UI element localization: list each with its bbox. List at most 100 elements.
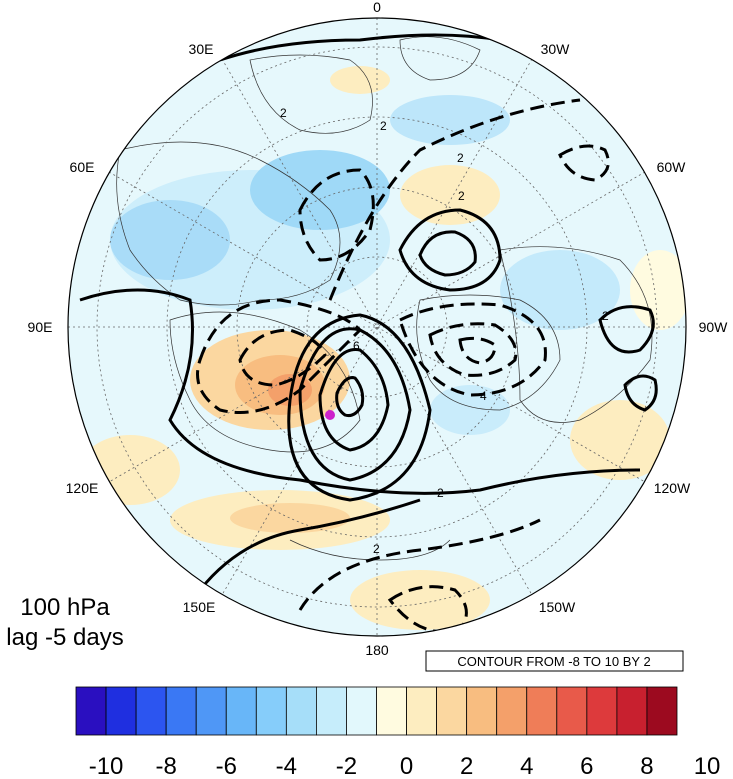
shading-patch: [500, 250, 620, 330]
contour-negative: [558, 144, 610, 182]
contour-info-box: [425, 650, 684, 672]
lon-label-120e: 120E: [66, 480, 99, 496]
contour-negative: [298, 168, 375, 262]
colorbar-swatch: [436, 686, 468, 736]
lon-label-120w: 120W: [654, 480, 691, 496]
lon-label-150e: 150E: [183, 599, 216, 615]
latitude-circle: [236, 186, 518, 468]
colorbar-tick-labels: -10 -8 -6 -4 -2 0 2 4 6 8 10: [89, 753, 721, 779]
colorbar-swatch: [496, 686, 528, 736]
lon-label-30w: 30W: [541, 41, 571, 57]
coastline-north-america: [499, 246, 653, 423]
colorbar-tick-label: -6: [216, 753, 237, 779]
colorbar-swatch: [315, 686, 347, 736]
graticule: [68, 18, 686, 636]
colorbar-tick-label: 8: [640, 753, 653, 779]
coastline-siberia: [169, 311, 361, 453]
colorbar-swatch: [195, 686, 227, 736]
level-caption: 100 hPa: [20, 594, 110, 621]
colorbar-tick-label: -8: [155, 753, 176, 779]
contour-positive: [598, 305, 655, 354]
contour-negative: [238, 328, 327, 387]
contour-negative: [196, 298, 363, 414]
contour-negative: [428, 322, 518, 377]
lon-label-90w: 90W: [699, 319, 729, 335]
colorbar-tick-label: -10: [89, 753, 124, 779]
contour-label: 2: [602, 309, 609, 323]
contour-positive: [418, 230, 477, 277]
contour-label: 2: [373, 542, 380, 556]
colorbar-swatch: [135, 686, 167, 736]
colorbar-swatch: [165, 686, 197, 736]
contour-label: 2: [380, 119, 387, 133]
colorbar-tick-label: -2: [336, 753, 357, 779]
colorbar-swatch: [586, 686, 618, 736]
contour-positive: [318, 348, 390, 452]
shading-patch: [570, 400, 670, 480]
meridian-30e-150w: [221, 58, 533, 596]
lon-label-30e: 30E: [189, 41, 214, 57]
contour-positive: [298, 327, 412, 482]
colorbar-swatch: [616, 686, 648, 736]
meridian-60e-120w: [108, 171, 646, 483]
coastlines: [116, 36, 653, 561]
contour-label: 2: [280, 106, 287, 120]
colorbar-swatch: [75, 686, 107, 736]
colorbar-swatch: [285, 686, 317, 736]
contour-lines: [79, 33, 658, 591]
latitude-circle: [166, 116, 588, 538]
colorbar-swatch: [225, 686, 257, 736]
contour-label-group: 2 2 2 4 6 2 2 2 2: [280, 106, 609, 556]
shading-patch: [330, 66, 390, 94]
colorbar-swatch: [466, 686, 498, 736]
meridian-30w-150e: [221, 58, 533, 596]
meridian-60w-120e: [108, 171, 646, 483]
contour-label: 2: [437, 486, 444, 500]
contour-info-text: CONTOUR FROM -8 TO 10 BY 2: [457, 654, 650, 669]
contour-negative: [387, 585, 468, 634]
contour-label: 4: [480, 389, 487, 403]
location-marker: [325, 410, 335, 420]
lag-caption: lag -5 days: [6, 624, 123, 651]
colorbar-swatch: [406, 686, 437, 736]
colorbar-swatch: [255, 686, 287, 736]
colorbar-swatch: [646, 686, 678, 736]
shading-patch: [110, 200, 230, 280]
colorbar-tick-label: 4: [520, 753, 533, 779]
shading-patch: [430, 385, 510, 435]
contour-label: 2: [458, 189, 465, 203]
contour-label: 6: [353, 339, 360, 353]
map-border: [67, 17, 687, 637]
lon-label-60w: 60W: [657, 159, 687, 175]
colorbar-tick-label: 6: [580, 753, 593, 779]
shading-patch: [350, 570, 490, 630]
lon-label-0: 0: [373, 0, 381, 15]
colorbar-tick-label: 0: [400, 753, 413, 779]
colorbar: [75, 686, 678, 736]
contour-negative: [398, 302, 547, 397]
colorbar-swatch: [105, 686, 137, 736]
shading-patch: [400, 165, 500, 225]
lon-label-180: 180: [365, 642, 389, 658]
contour-label: 2: [457, 151, 464, 165]
contour-positive: [198, 498, 421, 591]
contour-positive: [398, 208, 502, 292]
contour-positive: [219, 33, 501, 62]
colorbar-tick-label: 10: [694, 753, 721, 779]
colorbar-swatch: [556, 686, 588, 736]
coastline-pacific-islands: [289, 539, 451, 561]
colorbar-tick-label: -4: [276, 753, 297, 779]
lon-label-90e: 90E: [28, 319, 53, 335]
colorbar-swatch: [526, 686, 558, 736]
coastline-eurasia: [116, 141, 341, 306]
contour-positive: [79, 288, 641, 495]
lon-label-60e: 60E: [70, 159, 95, 175]
lon-label-150w: 150W: [539, 599, 576, 615]
shading-patch: [230, 503, 350, 533]
polar-map: 2 2 2 4 6 2 2 2 2: [68, 18, 686, 636]
shading-patch: [390, 95, 510, 145]
contour-positive: [335, 376, 365, 417]
latitude-circle: [306, 256, 448, 398]
contour-negative: [298, 518, 541, 611]
